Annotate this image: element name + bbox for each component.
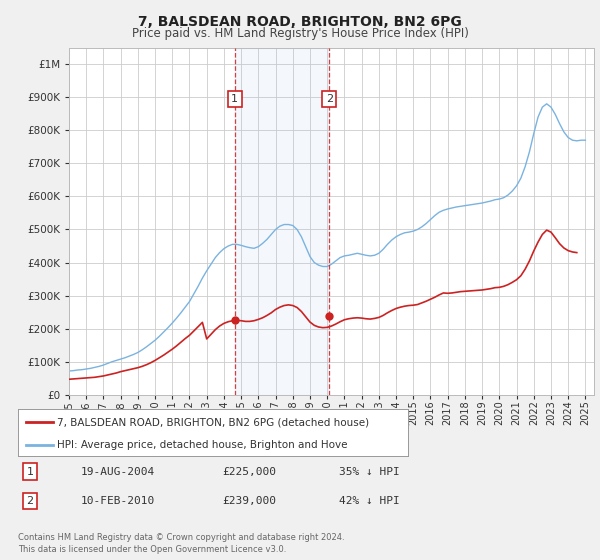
Text: Contains HM Land Registry data © Crown copyright and database right 2024.
This d: Contains HM Land Registry data © Crown c… [18, 533, 344, 554]
Text: 19-AUG-2004: 19-AUG-2004 [81, 466, 155, 477]
Text: 7, BALSDEAN ROAD, BRIGHTON, BN2 6PG: 7, BALSDEAN ROAD, BRIGHTON, BN2 6PG [138, 15, 462, 29]
Bar [235, 48, 329, 395]
Text: 2: 2 [326, 94, 333, 104]
Text: HPI: Average price, detached house, Brighton and Hove: HPI: Average price, detached house, Brig… [57, 440, 347, 450]
Text: 7, BALSDEAN ROAD, BRIGHTON, BN2 6PG (detached house): 7, BALSDEAN ROAD, BRIGHTON, BN2 6PG (det… [57, 417, 369, 427]
Text: 35% ↓ HPI: 35% ↓ HPI [339, 466, 400, 477]
Text: 10-FEB-2010: 10-FEB-2010 [81, 496, 155, 506]
Text: 42% ↓ HPI: 42% ↓ HPI [339, 496, 400, 506]
Text: 2: 2 [26, 496, 34, 506]
Text: Price paid vs. HM Land Registry's House Price Index (HPI): Price paid vs. HM Land Registry's House … [131, 27, 469, 40]
Text: 1: 1 [231, 94, 238, 104]
Text: £239,000: £239,000 [222, 496, 276, 506]
Text: £225,000: £225,000 [222, 466, 276, 477]
Text: 1: 1 [26, 466, 34, 477]
